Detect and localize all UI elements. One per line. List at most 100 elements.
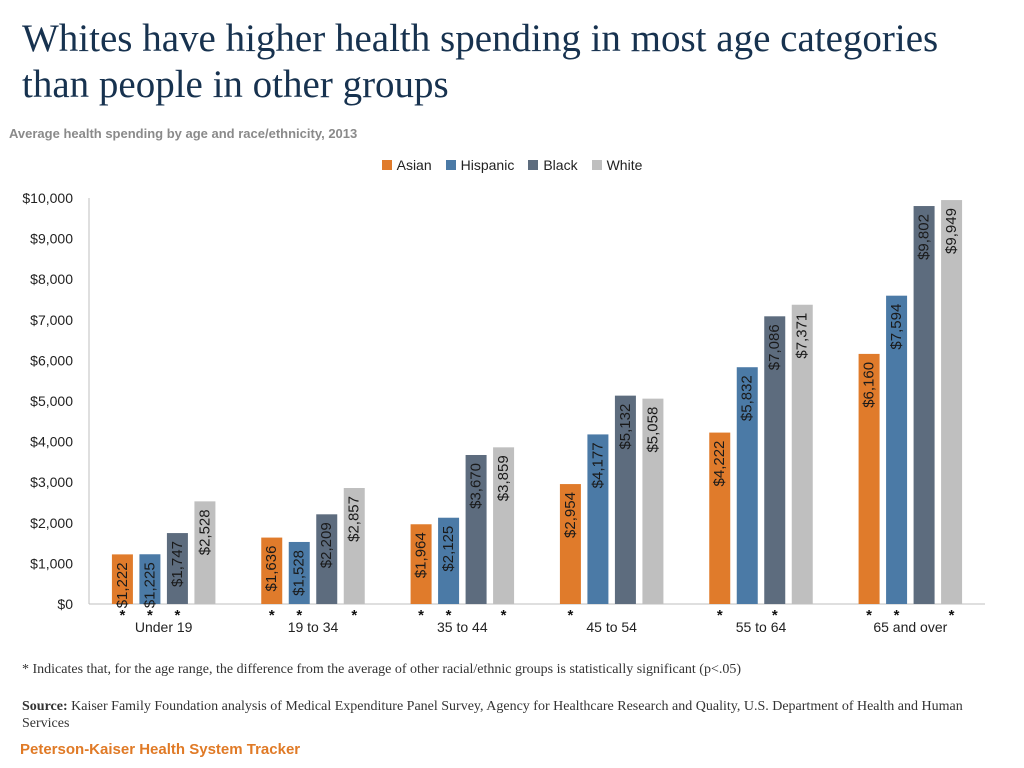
legend: Asian Hispanic Black White [0,157,1024,173]
y-tick-label: $5,000 [30,393,73,409]
bar-black [166,533,188,604]
chart-subtitle: Average health spending by age and race/… [9,126,358,141]
legend-swatch [528,160,539,170]
bar-white [493,447,515,604]
legend-swatch [381,160,392,170]
data-label: $7,086 [766,324,783,370]
y-tick-label: $4,000 [30,434,73,450]
brand-footer: Peterson-Kaiser Health System Tracker [20,741,301,758]
bar-asian [111,554,133,604]
chart-title: Whites have higher health spending in mo… [22,17,939,106]
data-label: $1,636 [263,546,280,592]
data-label: $5,832 [739,375,756,421]
bar-chart: $0 $1,000 $2,000 $3,000 $4,000 $5,000 $6,000 $7… [22,190,985,635]
legend-swatch [591,160,602,170]
y-tick-label: $9,000 [30,231,73,247]
legend-item-white: White [591,157,643,173]
data-label: $1,528 [291,550,308,596]
significance-marker: * [717,607,723,624]
data-label: $3,859 [495,455,512,501]
bar-hispanic [288,541,310,604]
significance-marker: * [418,607,424,624]
significance-marker: * [866,607,872,624]
y-tick-label: $2,000 [30,515,73,531]
bar-asian [559,484,581,604]
bar-black [764,316,786,604]
x-category-label: 19 to 34 [288,619,339,635]
data-label: $3,670 [468,463,485,509]
legend-label: Black [543,157,578,173]
data-label: $1,964 [413,532,430,578]
legend-swatch [445,160,456,170]
x-category-label: 65 and over [873,619,947,635]
bar-asian [858,353,880,604]
bar-black [465,454,487,604]
significance-marker: * [894,607,900,624]
bar-white [194,501,216,604]
x-category-label: 55 to 64 [736,619,787,635]
y-tick-label: $0 [57,596,73,612]
data-label: $4,222 [711,441,728,487]
legend-label: Hispanic [460,157,515,173]
bar-black [614,395,636,604]
legend-label: White [606,157,643,173]
significance-marker: * [269,607,275,624]
bar-hispanic [139,554,161,604]
data-label: $2,954 [562,492,579,538]
data-label: $2,209 [318,522,335,568]
data-label: $2,125 [440,526,457,572]
y-tick-label: $1,000 [30,555,73,571]
bar-hispanic [438,517,460,604]
source-body: Kaiser Family Foundation analysis of Med… [22,699,963,731]
legend-item-black: Black [528,157,578,173]
bar-white [941,200,963,604]
significance-marker: * [174,607,180,624]
legend-label: Asian [396,157,432,173]
significance-marker: * [296,607,302,624]
bar-hispanic [736,367,758,604]
data-label: $9,802 [916,214,933,260]
y-tick-label: $7,000 [30,312,73,328]
bar-white [642,398,664,604]
data-label: $4,177 [589,442,606,488]
legend-item-hispanic: Hispanic [445,157,515,173]
significance-marker: * [351,607,357,624]
source-text: Source: Kaiser Family Foundation analysi… [22,698,1007,732]
bar-asian [410,524,432,604]
significance-marker: * [567,607,573,624]
bar-black [316,514,338,604]
significance-marker: * [772,607,778,624]
data-label: $1,222 [114,562,131,608]
y-tick-label: $6,000 [30,352,73,368]
x-category-label: 45 to 54 [586,619,637,635]
data-label: $1,747 [169,541,186,587]
data-label: $5,058 [644,407,661,453]
data-label: $9,949 [943,208,960,254]
y-tick-label: $3,000 [30,474,73,490]
bar-black [913,206,935,604]
significance-marker: * [446,607,452,624]
significance-marker: * [949,607,955,624]
y-tick-label: $10,000 [22,190,73,206]
data-label: $7,594 [888,304,905,350]
data-label: $7,371 [794,313,811,359]
significance-marker: * [147,607,153,624]
bar-white [791,304,813,604]
bar-white [343,488,365,604]
y-tick-label: $8,000 [30,271,73,287]
significance-note: * Indicates that, for the age range, the… [22,662,742,677]
significance-marker: * [119,607,125,624]
source-label: Source: [22,699,68,714]
data-label: $1,225 [141,562,158,608]
data-label: $2,857 [346,496,363,542]
legend-item-asian: Asian [381,157,432,173]
data-label: $6,160 [861,362,878,408]
data-label: $2,528 [196,509,213,555]
significance-marker: * [501,607,507,624]
bar-hispanic [886,295,908,604]
x-category-label: Under 19 [135,619,193,635]
data-label: $5,132 [617,404,634,450]
bar-hispanic [587,434,609,604]
bar-asian [709,432,731,604]
bar-asian [261,537,283,604]
